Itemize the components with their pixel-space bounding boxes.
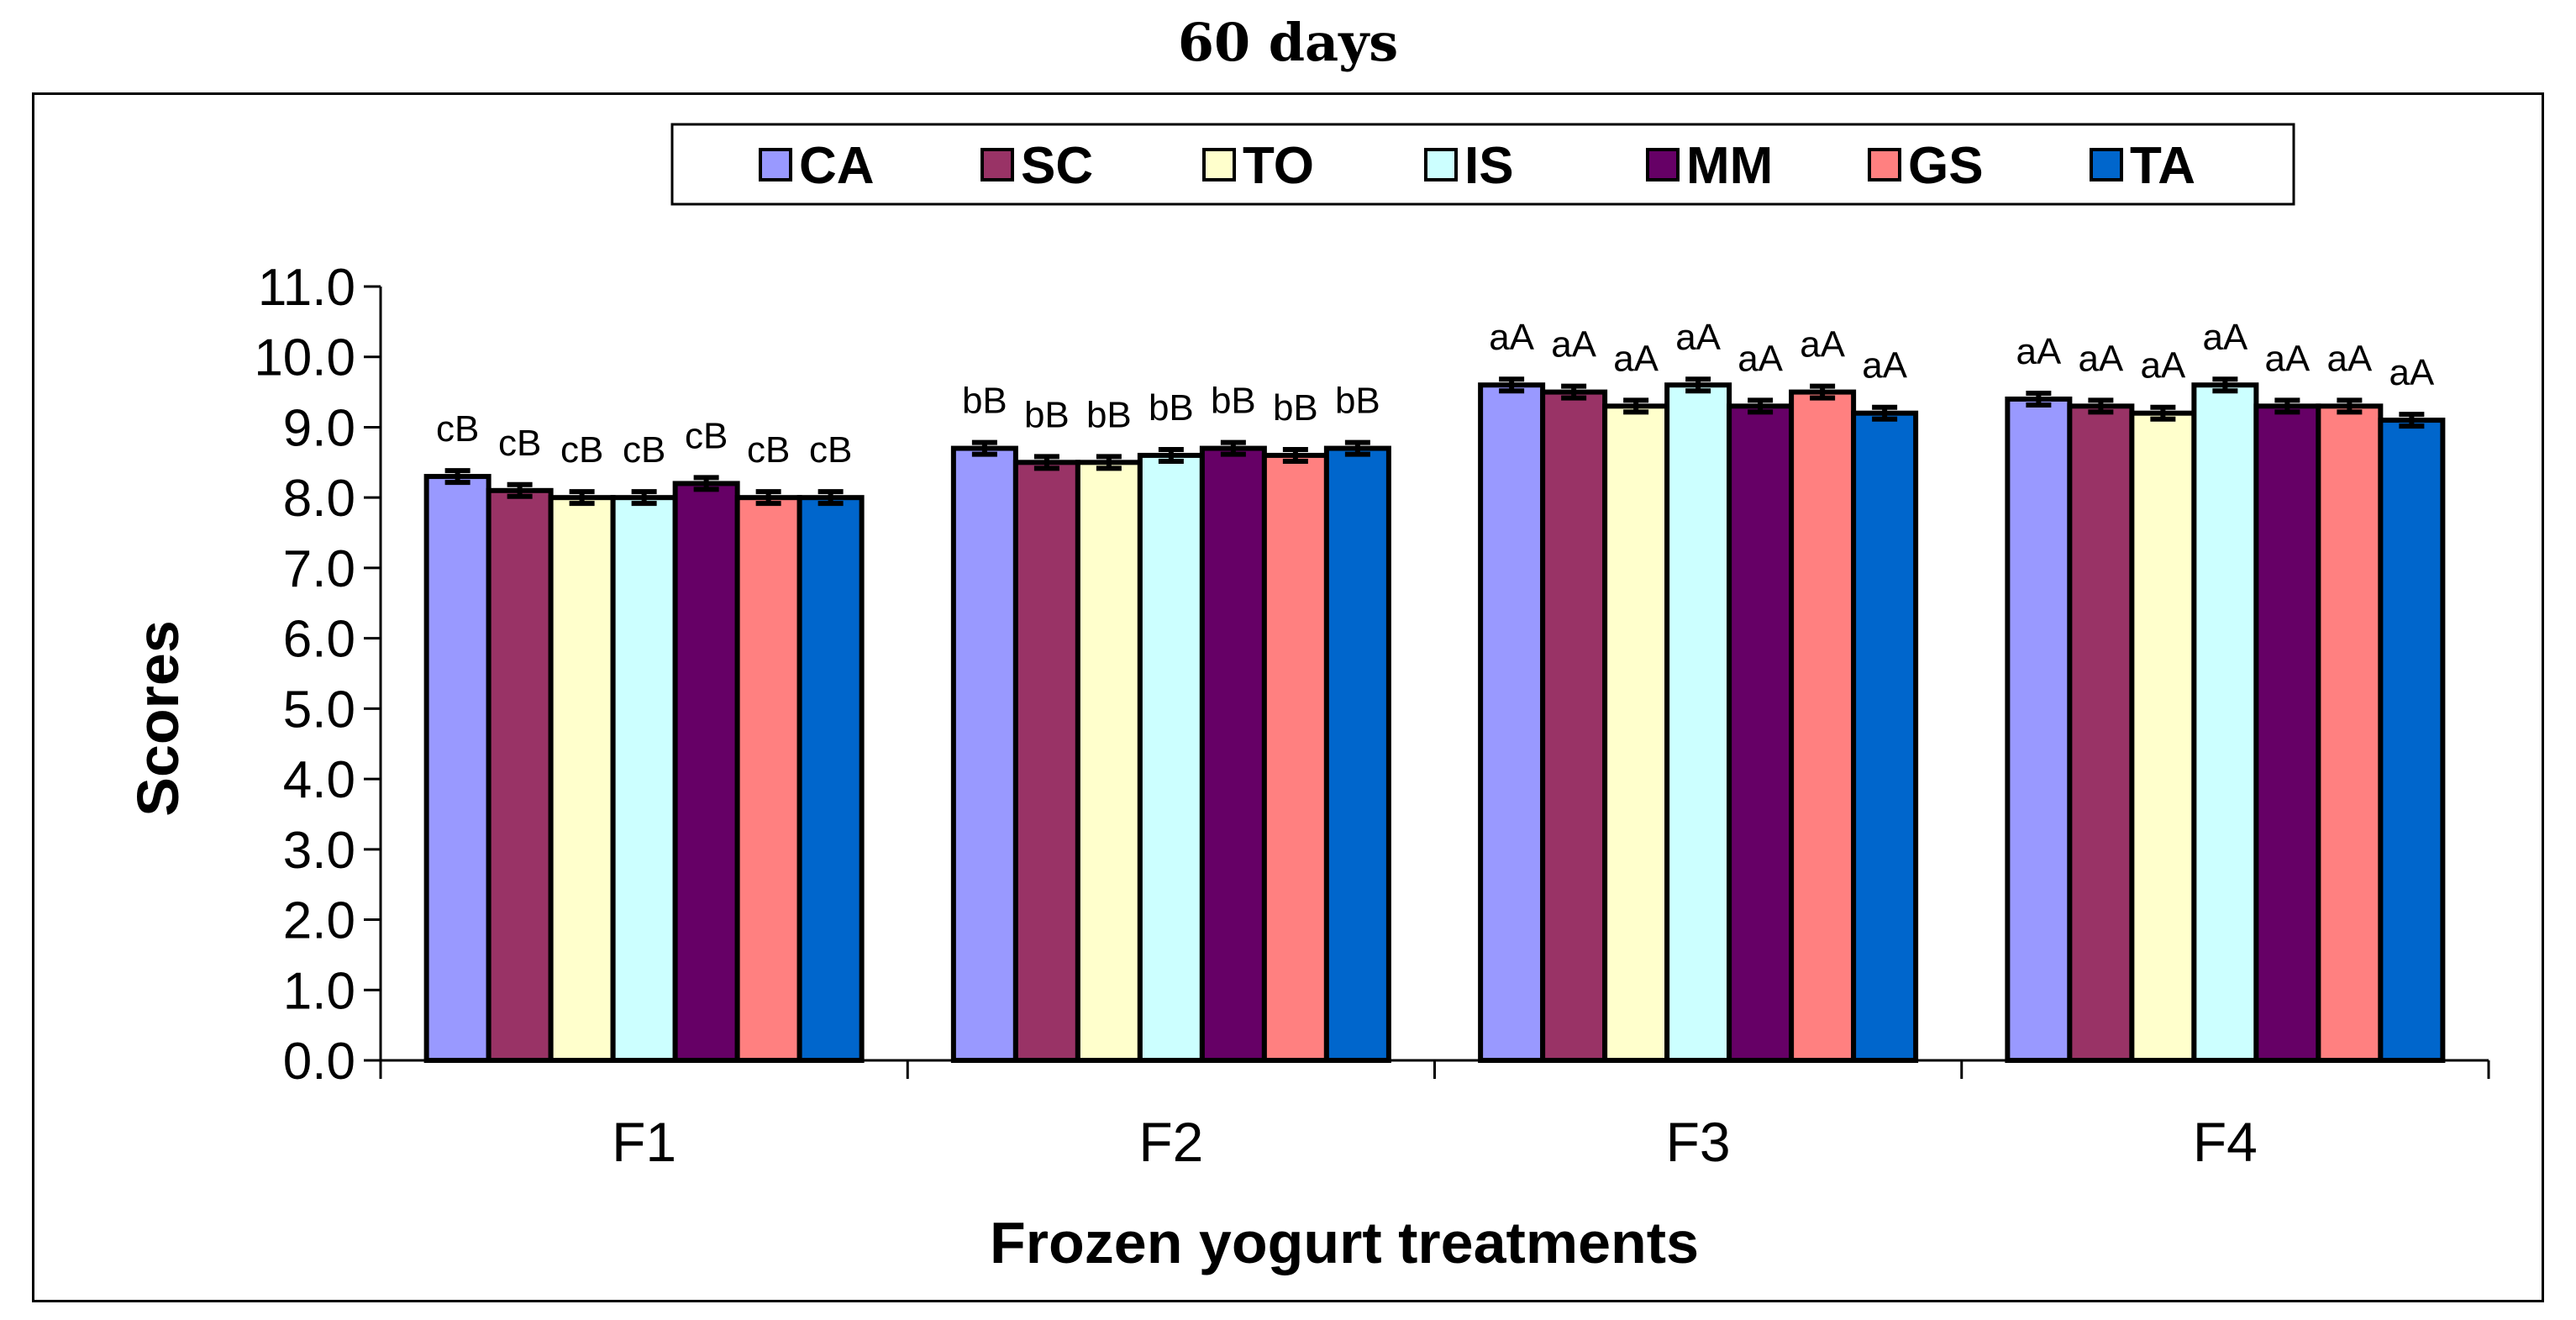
bar-ta (1323, 445, 1391, 1063)
data-label: aA (1551, 324, 1596, 365)
y-tick-label: 0.0 (283, 1033, 355, 1091)
bar-ca (423, 474, 492, 1063)
bar-is (610, 495, 678, 1063)
y-tick-label: 9.0 (283, 399, 355, 457)
bar-ca (2005, 396, 2073, 1063)
y-tick-label: 11.0 (258, 259, 355, 317)
legend-label-ta: TA (2130, 137, 2195, 195)
legend-swatch-sc (980, 148, 1014, 181)
bar-ta (2378, 418, 2446, 1063)
data-label: cB (747, 429, 790, 471)
bar-mm (1199, 445, 1267, 1063)
data-label: bB (1024, 394, 1070, 435)
legend-label-mm: MM (1686, 137, 1773, 195)
data-label: bB (1086, 394, 1132, 435)
bar-is (2191, 382, 2259, 1063)
data-label: aA (1675, 317, 1721, 358)
bar-sc (2067, 403, 2135, 1063)
bar-to (2129, 410, 2197, 1063)
data-label: aA (2202, 317, 2247, 358)
y-tick-label: 1.0 (283, 962, 355, 1020)
legend-label-sc: SC (1021, 137, 1093, 195)
y-tick-label: 2.0 (283, 892, 355, 950)
bar-ca (1478, 382, 1546, 1063)
x-tick-label: F2 (1138, 1111, 1203, 1173)
data-label: cB (623, 429, 665, 471)
bar-mm (1727, 403, 1795, 1063)
data-label: aA (2264, 338, 2310, 379)
data-label: aA (2389, 352, 2434, 393)
data-label: cB (685, 415, 728, 456)
bar-sc (1012, 460, 1080, 1063)
y-axis-title: Scores (125, 620, 191, 816)
x-axis-title: Frozen yogurt treatments (990, 1210, 1699, 1275)
legend-swatch-gs (1868, 148, 1901, 181)
legend-swatch-ta (2090, 148, 2123, 181)
data-label: aA (2326, 338, 2372, 379)
data-label: aA (1489, 317, 1534, 358)
bar-sc (486, 487, 554, 1063)
y-tick-label: 10.0 (254, 329, 355, 387)
y-tick-label: 4.0 (283, 751, 355, 809)
chart-frame (32, 92, 2544, 1302)
bar-is (1137, 452, 1205, 1063)
x-tick-label: F1 (612, 1111, 676, 1173)
legend-label-to: TO (1243, 137, 1314, 195)
bar-ta (1851, 410, 1919, 1063)
bar-ca (950, 445, 1018, 1063)
bar-gs (1789, 389, 1857, 1064)
data-label: bB (1211, 381, 1256, 422)
y-tick-label: 6.0 (283, 611, 355, 669)
data-label: cB (809, 429, 852, 471)
data-label: bB (1149, 387, 1194, 429)
bar-to (1602, 403, 1670, 1063)
legend-box (670, 123, 2295, 206)
data-label: aA (2016, 331, 2061, 372)
data-label: cB (498, 423, 541, 464)
data-label: aA (1613, 338, 1659, 379)
legend-swatch-mm (1646, 148, 1680, 181)
data-label: cB (560, 429, 603, 471)
y-tick-label: 7.0 (283, 540, 355, 598)
y-tick-label: 5.0 (283, 681, 355, 739)
data-label: cB (436, 408, 479, 450)
data-label: aA (1862, 345, 1907, 387)
data-label: aA (2140, 345, 2185, 387)
data-label: aA (1800, 324, 1845, 365)
bar-ta (796, 495, 865, 1063)
x-tick-label: F4 (2193, 1111, 2258, 1173)
y-tick-label: 3.0 (283, 822, 355, 880)
bar-is (1664, 382, 1732, 1063)
legend-swatch-to (1202, 148, 1236, 181)
legend-label-gs: GS (1908, 137, 1984, 195)
legend-label-ca: CA (799, 137, 875, 195)
data-label: aA (1737, 338, 1783, 379)
bar-to (548, 495, 616, 1063)
chart-title: 60 days (1177, 12, 1399, 73)
data-label: aA (2078, 338, 2123, 379)
bar-gs (1261, 452, 1329, 1063)
y-tick-label: 8.0 (283, 470, 355, 528)
legend-swatch-is (1424, 148, 1458, 181)
data-label: bB (1335, 381, 1380, 422)
bar-gs (2316, 403, 2384, 1063)
data-label: bB (962, 381, 1007, 422)
bar-mm (672, 481, 740, 1063)
legend-label-is: IS (1464, 137, 1514, 195)
data-label: bB (1273, 387, 1318, 429)
x-tick-label: F3 (1666, 1111, 1731, 1173)
bar-gs (734, 495, 802, 1063)
bar-to (1075, 460, 1143, 1063)
bar-sc (1540, 389, 1608, 1064)
bar-mm (2253, 403, 2321, 1063)
legend-swatch-ca (759, 148, 792, 181)
